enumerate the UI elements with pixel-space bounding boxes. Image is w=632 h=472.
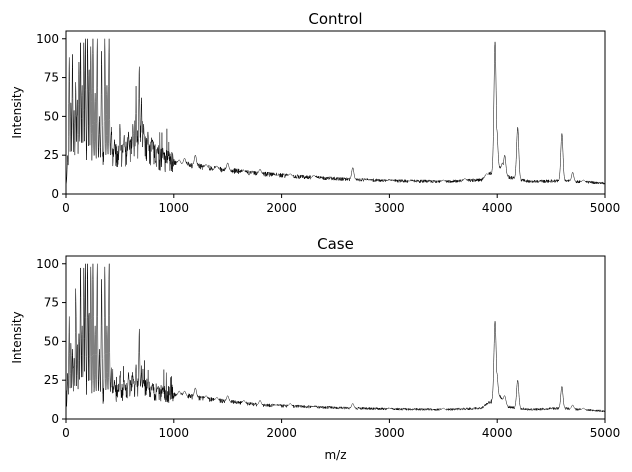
spectrum-series xyxy=(65,263,606,414)
subplot-title: Control xyxy=(308,10,362,28)
spectrum-series xyxy=(65,38,606,188)
x-tick-label: 0 xyxy=(62,201,70,215)
y-tick-label: 0 xyxy=(51,412,59,426)
y-tick-label: 75 xyxy=(44,71,59,85)
y-tick-label: 100 xyxy=(36,32,59,46)
y-tick-label: 75 xyxy=(44,296,59,310)
x-tick-label: 3000 xyxy=(374,201,405,215)
y-tick-label: 50 xyxy=(44,109,59,123)
x-tick-label: 2000 xyxy=(266,201,297,215)
y-tick-label: 0 xyxy=(51,187,59,201)
x-tick-label: 0 xyxy=(62,426,70,440)
y-tick-label: 100 xyxy=(36,257,59,271)
x-tick-label: 5000 xyxy=(590,201,621,215)
x-tick-label: 1000 xyxy=(159,201,190,215)
x-tick-label: 4000 xyxy=(482,201,513,215)
y-tick-label: 25 xyxy=(44,373,59,387)
y-tick-label: 25 xyxy=(44,148,59,162)
x-tick-label: 3000 xyxy=(374,426,405,440)
x-tick-label: 5000 xyxy=(590,426,621,440)
axes-frame xyxy=(65,30,606,195)
subplot-title: Case xyxy=(317,235,354,253)
y-axis-label: Intensity xyxy=(10,311,24,363)
x-tick-label: 4000 xyxy=(482,426,513,440)
axes-frame xyxy=(65,255,606,420)
y-tick-label: 50 xyxy=(44,334,59,348)
x-axis-label: m/z xyxy=(324,448,346,462)
x-tick-label: 2000 xyxy=(266,426,297,440)
subplot-1: Case 0 1000 2000 3000 4000 5000 0 25 50 75 100 Inten… xyxy=(10,235,620,462)
x-tick-label: 1000 xyxy=(159,426,190,440)
subplot-0: Control 0 1000 2000 3000 4000 5000 0 25 50 75 100 In… xyxy=(10,10,620,215)
y-axis-label: Intensity xyxy=(10,86,24,138)
